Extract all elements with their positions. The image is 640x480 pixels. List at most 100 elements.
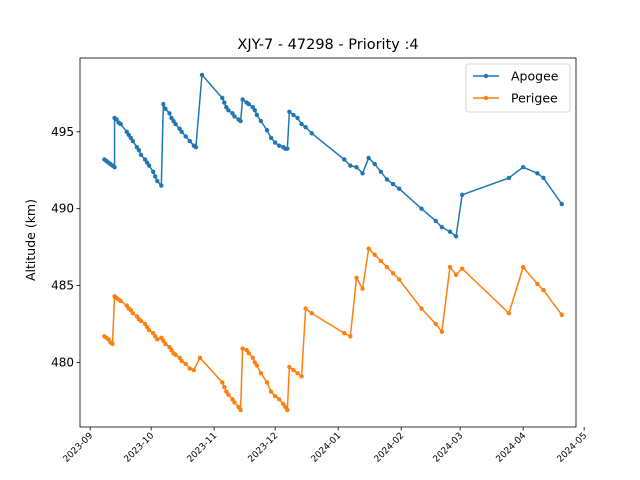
perigee-point <box>118 298 123 304</box>
apogee-point <box>287 109 292 115</box>
apogee-point <box>161 101 166 107</box>
perigee-point <box>419 306 424 311</box>
perigee-point <box>535 281 540 287</box>
apogee-point <box>220 95 225 101</box>
legend: Apogee Perigee <box>465 63 571 113</box>
apogee-point <box>453 234 459 239</box>
plot-frame <box>79 57 577 428</box>
perigee-point <box>110 341 115 347</box>
perigee-point <box>541 287 546 293</box>
apogee-point <box>520 164 526 170</box>
perigee-point <box>222 384 227 390</box>
apogee-point <box>150 169 156 174</box>
perigee-point <box>183 361 188 367</box>
perigee-point <box>258 370 264 376</box>
apogee-point <box>254 112 260 118</box>
perigee-point <box>264 380 270 385</box>
perigee-point <box>433 321 438 327</box>
apogee-point <box>439 224 445 230</box>
perigee-point <box>232 400 237 405</box>
perigee-point <box>272 394 278 399</box>
perigee-point <box>138 318 144 324</box>
apogee-point <box>291 112 296 118</box>
perigee-point <box>559 312 564 317</box>
perigee-point <box>250 355 255 361</box>
apogee-point <box>173 121 178 127</box>
apogee-point <box>258 118 264 124</box>
perigee-point <box>163 341 168 347</box>
perigee-point <box>179 358 184 364</box>
apogee-point <box>163 106 168 111</box>
perigee-point <box>439 329 445 334</box>
apogee-point <box>433 218 438 224</box>
apogee-point <box>384 177 390 182</box>
perigee-point <box>287 364 292 370</box>
apogee-point <box>238 118 243 124</box>
perigee-point <box>348 334 353 339</box>
apogee-point <box>419 206 424 211</box>
apogee-point <box>348 163 353 168</box>
perigee-point <box>390 271 396 276</box>
apogee-point <box>130 138 136 144</box>
perigee-point <box>146 327 152 333</box>
perigee-point <box>197 355 203 361</box>
apogee-point <box>226 108 231 113</box>
perigee-point <box>366 246 371 251</box>
apogee-point <box>193 144 199 150</box>
perigee-point <box>506 311 512 316</box>
chart-title: XJY-7 - 47298 - Priority :4 <box>237 37 418 53</box>
apogee-point <box>167 111 172 116</box>
perigee-point <box>303 306 308 311</box>
apogee-point <box>295 115 300 121</box>
perigee-point <box>187 366 192 371</box>
perigee-point <box>254 363 260 368</box>
legend-apogee-label: Apogee <box>511 69 559 84</box>
perigee-point <box>299 374 304 379</box>
apogee-point <box>309 131 314 136</box>
perigee-point <box>226 392 231 397</box>
perigee-point <box>459 266 465 271</box>
y-tick-label: 495 <box>51 125 74 139</box>
apogee-point <box>153 174 158 179</box>
perigee-point <box>246 351 251 356</box>
perigee-point <box>453 272 459 277</box>
apogee-point <box>299 121 304 127</box>
apogee-point <box>246 101 251 107</box>
apogee-point <box>342 157 347 162</box>
apogee-point <box>459 192 465 198</box>
apogee-point <box>447 229 453 234</box>
apogee-point <box>396 186 402 191</box>
apogee-point <box>179 129 184 134</box>
apogee-point <box>252 108 258 113</box>
apogee-point <box>240 97 245 102</box>
perigee-point <box>291 367 296 373</box>
apogee-point <box>136 148 142 153</box>
apogee-point <box>277 143 282 148</box>
apogee-point <box>285 146 290 151</box>
legend-perigee-label: Perigee <box>511 91 558 106</box>
legend-perigee-marker <box>483 95 489 101</box>
apogee-point <box>354 164 359 170</box>
apogee-point <box>146 163 152 168</box>
apogee-point <box>112 164 117 170</box>
perigee-point <box>396 277 402 282</box>
legend-apogee-marker <box>483 73 489 79</box>
perigee-point <box>309 311 314 316</box>
y-axis-label: Altitude (km) <box>23 199 38 281</box>
perigee-point <box>295 370 300 376</box>
perigee-point <box>268 389 274 394</box>
apogee-point <box>390 181 396 187</box>
perigee-point <box>354 275 359 281</box>
apogee-point <box>138 152 144 158</box>
apogee-point <box>183 134 188 139</box>
perigee-point <box>191 367 197 373</box>
apogee-point <box>378 169 384 174</box>
perigee-point <box>238 407 243 413</box>
apogee-point <box>360 171 365 176</box>
apogee-point <box>541 175 546 181</box>
perigee-point <box>447 264 453 270</box>
perigee-point <box>372 252 377 257</box>
perigee-point <box>342 331 347 336</box>
apogee-point <box>187 138 192 144</box>
